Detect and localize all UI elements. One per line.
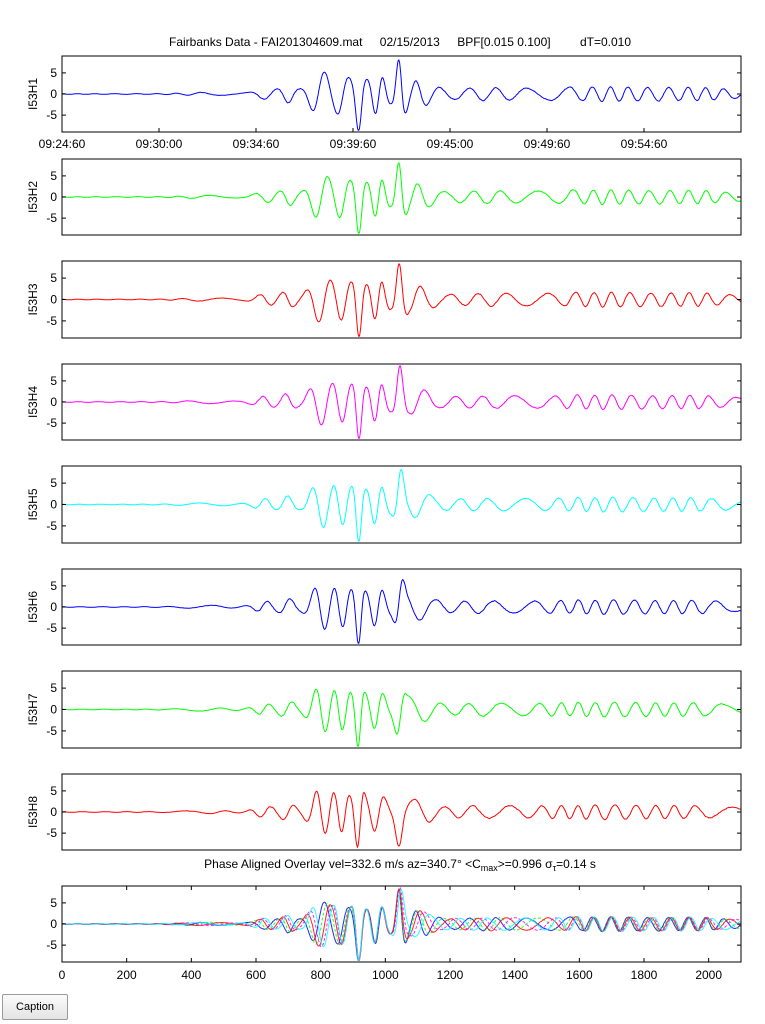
y-axis-label: I53H4 (26, 386, 40, 418)
y-tick-label: 5 (50, 271, 57, 285)
figure-title: Fairbanks Data - FAI201304609.mat 02/15/… (169, 35, 631, 49)
x-tick-label: 1400 (501, 968, 528, 982)
trace-panel: -5 0 5 I53H2 (26, 158, 742, 236)
y-axis-label: I53H3 (26, 283, 40, 315)
y-tick-label: 0 (50, 395, 57, 409)
time-tick-label: 09:30:00 (136, 137, 183, 151)
x-tick-label: 200 (117, 968, 137, 982)
overlay-trace-line (61, 887, 742, 961)
y-tick-label: -5 (46, 314, 57, 328)
y-tick-label: 0 (50, 293, 57, 307)
y-axis-label: I53H5 (26, 488, 40, 520)
y-tick-label: 0 (50, 600, 57, 614)
overlay-trace-line (61, 889, 741, 961)
time-tick-label: 09:34:60 (233, 137, 280, 151)
y-tick-label: -5 (46, 938, 57, 952)
y-tick-label: -5 (46, 724, 57, 738)
y-tick-label: 0 (50, 805, 57, 819)
y-tick-label: 5 (50, 784, 57, 798)
x-tick-label: 1600 (566, 968, 593, 982)
y-tick-label: 5 (50, 169, 57, 183)
trace-panel: -5 0 5 I53H4 (26, 363, 742, 441)
y-axis-label: I53H8 (26, 796, 40, 828)
time-tick-label: 09:45:00 (427, 137, 474, 151)
trace-line (61, 688, 742, 748)
time-tick-label: 09:49:60 (524, 137, 571, 151)
trace-panel: -5 0 5 I53H3 (26, 260, 742, 339)
y-tick-label: 5 (50, 681, 57, 695)
overlay-trace-line (61, 888, 742, 961)
y-tick-label: -5 (46, 621, 57, 635)
overlay-trace-line (61, 888, 742, 962)
y-axis-label: I53H2 (26, 181, 40, 213)
trace-panel: -5 0 5 I53H7 (26, 670, 742, 749)
y-tick-label: 0 (50, 917, 57, 931)
y-tick-label: -5 (46, 416, 57, 430)
trace-panel: -5 0 5 I53H5 (26, 465, 742, 544)
trace-line (61, 468, 741, 543)
x-tick-label: 1800 (631, 968, 658, 982)
trace-panel: -5 0 5 I53H6 (26, 568, 742, 646)
time-tick-label: 09:39:60 (330, 137, 377, 151)
trace-line (62, 790, 742, 849)
x-tick-label: 1200 (437, 968, 464, 982)
trace-line (61, 263, 742, 337)
trace-panel: -5 0 5 I53H8 (26, 773, 742, 851)
y-tick-label: -5 (46, 108, 57, 122)
x-tick-label: 400 (181, 968, 201, 982)
x-tick-label: 800 (311, 968, 331, 982)
y-tick-label: 5 (50, 374, 57, 388)
y-axis-label: I53H6 (26, 591, 40, 623)
trace-line (61, 578, 742, 644)
trace-line (61, 162, 741, 234)
x-tick-label: 600 (246, 968, 266, 982)
y-tick-label: -5 (46, 519, 57, 533)
trace-line (61, 365, 742, 439)
y-tick-label: 0 (50, 498, 57, 512)
y-tick-label: 0 (50, 190, 57, 204)
x-tick-label: 2000 (695, 968, 722, 982)
y-tick-label: 5 (50, 66, 57, 80)
y-tick-label: 5 (50, 579, 57, 593)
trace-panel: -5 0 5 0 200 400 600 800 1000 1200 1400 1600 1800 200… (46, 885, 742, 982)
time-tick-label: 09:24:60 (39, 137, 86, 151)
y-tick-label: -5 (46, 211, 57, 225)
trace-panel: -5 0 5 I53H1 09:24:60 09:30:00 09:34:60 09:39:6… (26, 55, 742, 151)
y-tick-label: 0 (50, 703, 57, 717)
trace-line (61, 59, 742, 131)
y-axis-label: I53H1 (26, 78, 40, 110)
x-tick-label: 1000 (372, 968, 399, 982)
y-tick-label: 0 (50, 87, 57, 101)
caption-button[interactable]: Caption (2, 994, 68, 1020)
y-tick-label: 5 (50, 896, 57, 910)
time-tick-label: 09:54:60 (621, 137, 668, 151)
y-tick-label: -5 (46, 826, 57, 840)
overlay-title: Phase Aligned Overlay vel=332.6 m/s az=3… (204, 857, 596, 873)
y-axis-label: I53H7 (26, 693, 40, 725)
x-tick-label: 0 (59, 968, 66, 982)
y-tick-label: 5 (50, 476, 57, 490)
